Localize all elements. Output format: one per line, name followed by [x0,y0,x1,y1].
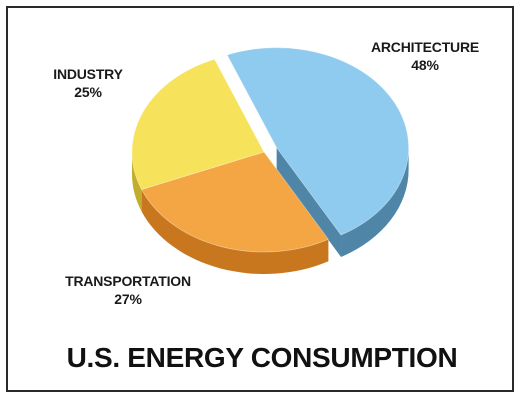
label-transportation: TRANSPORTATION 27% [28,272,228,308]
label-architecture-name: ARCHITECTURE [370,39,480,55]
label-transportation-value: 27% [114,291,142,307]
label-transportation-name: TRANSPORTATION [65,273,191,289]
pie-slice-industry [131,58,265,190]
pie-slice-side-industry [132,152,142,212]
label-industry: INDUSTRY 25% [28,65,148,101]
label-architecture: ARCHITECTURE 48% [340,38,510,74]
label-industry-value: 25% [74,84,102,100]
pie-slice-face-architecture [276,147,342,257]
pie-slice-architecture [226,47,410,236]
label-architecture-value: 48% [411,57,439,73]
pie-slice-transportation [141,151,330,253]
label-industry-name: INDUSTRY [53,66,123,82]
pie-slice-side-transportation [141,189,329,274]
chart-title: U.S. ENERGY CONSUMPTION [66,342,458,373]
pie-slice-side-architecture [341,147,409,257]
